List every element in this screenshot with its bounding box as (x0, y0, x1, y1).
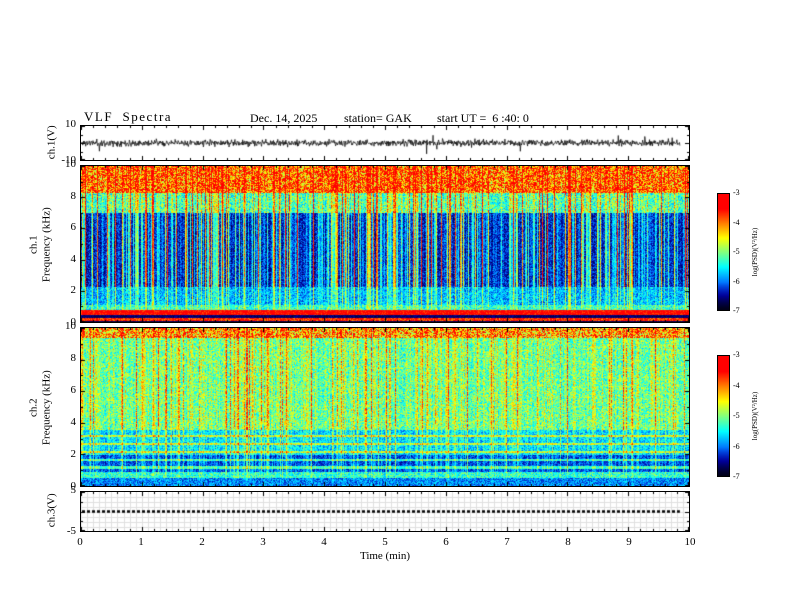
x-tick-label: 4 (321, 536, 327, 548)
x-tick-label: 5 (382, 536, 388, 548)
colorbar-tick-label: -6 (733, 277, 740, 286)
figure-start-ut: start UT = 6 :40: 0 (437, 111, 529, 125)
x-tick-label: 8 (565, 536, 571, 548)
y-tick-label: 4 (70, 416, 77, 428)
y-tick-label: -5 (66, 525, 76, 537)
x-tick-label: 9 (626, 536, 632, 548)
y-tick-label: -10 (61, 154, 76, 166)
ch3-voltage-axis-label: ch.3(V) (46, 410, 59, 610)
ch1-waveform-canvas (81, 126, 689, 160)
y-tick-label: 0 (70, 480, 77, 492)
x-tick-label: 6 (443, 536, 449, 548)
colorbar-tick-label: -7 (733, 472, 740, 481)
colorbar-tick-label: -4 (733, 381, 740, 390)
y-tick-label: 10 (65, 118, 76, 130)
y-tick-label: 0 (70, 316, 77, 328)
x-tick-label: 1 (138, 536, 144, 548)
x-tick-label: 3 (260, 536, 266, 548)
y-tick-label: 10 (65, 320, 76, 332)
ch1-colorbar-label: log(PSD)(V²/Hz) (751, 227, 759, 277)
y-tick-label: 10 (65, 158, 76, 170)
y-tick-label: 8 (70, 190, 77, 202)
ch2-spectrogram-canvas (81, 328, 689, 486)
figure-title: VLF Spectra (84, 109, 173, 124)
x-tick-label: 2 (199, 536, 205, 548)
y-tick-label: 2 (70, 448, 77, 460)
ch2-colorbar (717, 355, 730, 477)
figure-station: station= GAK (344, 111, 412, 125)
y-tick-label: 6 (70, 384, 77, 396)
colorbar-tick-label: -7 (733, 306, 740, 315)
figure-date: Dec. 14, 2025 (250, 111, 318, 125)
x-axis-label: Time (min) (359, 550, 410, 562)
ch3-voltage-axis-text: ch.3(V) (45, 493, 58, 528)
y-tick-label: 6 (70, 221, 77, 233)
colorbar-tick-label: -4 (733, 218, 740, 227)
ch2-colorbar-canvas (718, 356, 729, 476)
ch1-colorbar (717, 193, 730, 311)
x-tick-label: 10 (684, 536, 696, 548)
ch3-waveform-canvas (81, 492, 689, 531)
colorbar-tick-label: -5 (733, 247, 740, 256)
colorbar-tick-label: -6 (733, 442, 740, 451)
ch3-waveform-panel (80, 491, 690, 532)
ch2-label-line1: ch.2 (27, 398, 40, 417)
ch1-spectrogram-canvas (81, 166, 689, 322)
ch1-waveform-panel (80, 125, 690, 161)
ch1-spectrogram-panel (80, 165, 690, 323)
colorbar-tick-label: -5 (733, 411, 740, 420)
y-tick-label: 4 (70, 253, 77, 265)
y-tick-label: 8 (70, 352, 77, 364)
x-tick-label: 0 (77, 536, 83, 548)
x-tick-label: 7 (504, 536, 510, 548)
ch1-colorbar-canvas (718, 194, 729, 310)
colorbar-tick-label: -3 (733, 188, 740, 197)
y-tick-label: 5 (70, 484, 77, 496)
ch2-colorbar-label: log(PSD)(V²/Hz) (751, 391, 759, 441)
colorbar-tick-label: -3 (733, 350, 740, 359)
y-tick-label: 2 (70, 284, 77, 296)
ch2-spectrogram-panel (80, 327, 690, 487)
